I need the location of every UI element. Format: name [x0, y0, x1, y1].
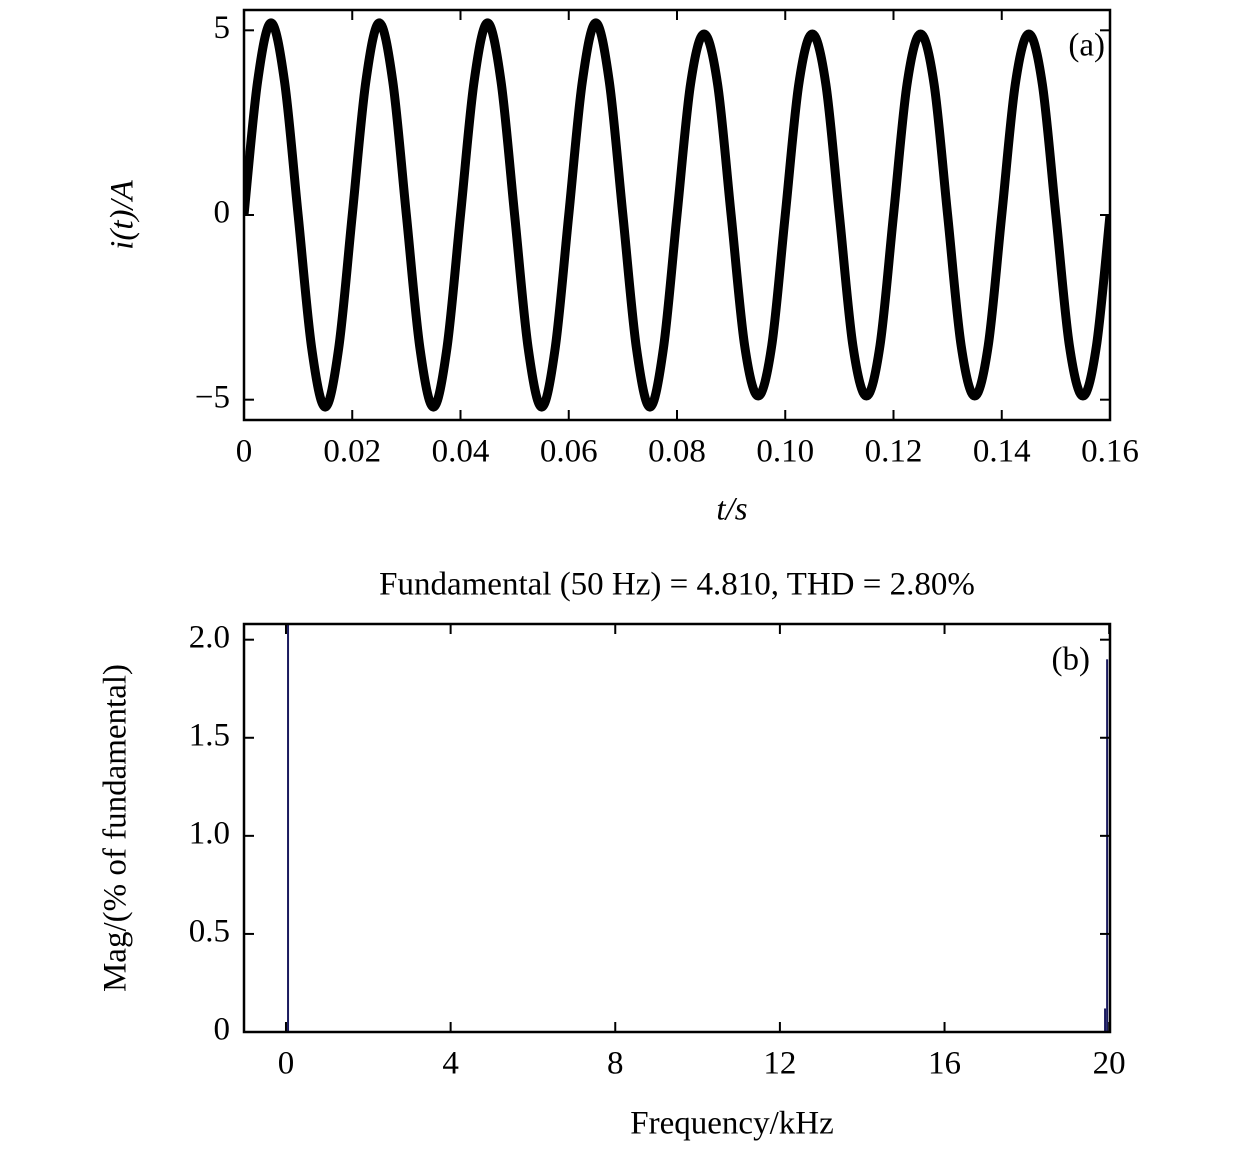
panel-label: (b)	[1052, 642, 1090, 678]
x-tick-label: 0.14	[973, 434, 1031, 470]
y-tick-label: 1.0	[189, 815, 230, 851]
bar	[1106, 659, 1109, 1032]
y-tick-label: −5	[195, 379, 230, 415]
x-tick-label: 0	[278, 1046, 295, 1082]
bar	[1104, 1008, 1107, 1032]
line	[244, 18, 1110, 412]
x-tick-label: 0.16	[1081, 434, 1139, 470]
y-tick-label: 0	[214, 1012, 231, 1048]
y-axis-label: i(t)/A	[105, 179, 141, 249]
x-tick-label: 0.12	[865, 434, 923, 470]
x-axis-label: t/s	[716, 492, 747, 528]
x-tick-label: 0	[236, 434, 253, 470]
x-tick-label: 4	[442, 1046, 459, 1082]
y-tick-label: 1.5	[189, 717, 230, 753]
plot-area	[287, 624, 1109, 1032]
x-tick-label: 8	[607, 1046, 624, 1082]
x-tick-label: 12	[763, 1046, 796, 1082]
y-tick-label: 5	[214, 10, 231, 46]
y-tick-label: 2.0	[189, 619, 230, 655]
x-tick-label: 16	[928, 1046, 961, 1082]
x-tick-label: 0.02	[323, 434, 381, 470]
x-tick-label: 0.04	[432, 434, 490, 470]
x-axis-label: Frequency/kHz	[630, 1106, 833, 1142]
y-tick-label: 0	[214, 195, 231, 231]
x-tick-label: 0.08	[648, 434, 706, 470]
x-tick-label: 0.10	[756, 434, 814, 470]
x-tick-label: 20	[1093, 1046, 1126, 1082]
axes-frame	[242, 622, 1112, 1034]
y-tick-label: 0.5	[189, 914, 230, 950]
panel-label: (a)	[1068, 28, 1105, 64]
y-axis-label: Mag/(% of fundamental)	[98, 664, 134, 992]
bar	[287, 624, 290, 1032]
chart-title: Fundamental (50 Hz) = 4.810, THD = 2.80%	[379, 567, 975, 603]
plot-area	[244, 18, 1110, 412]
x-tick-label: 0.06	[540, 434, 598, 470]
